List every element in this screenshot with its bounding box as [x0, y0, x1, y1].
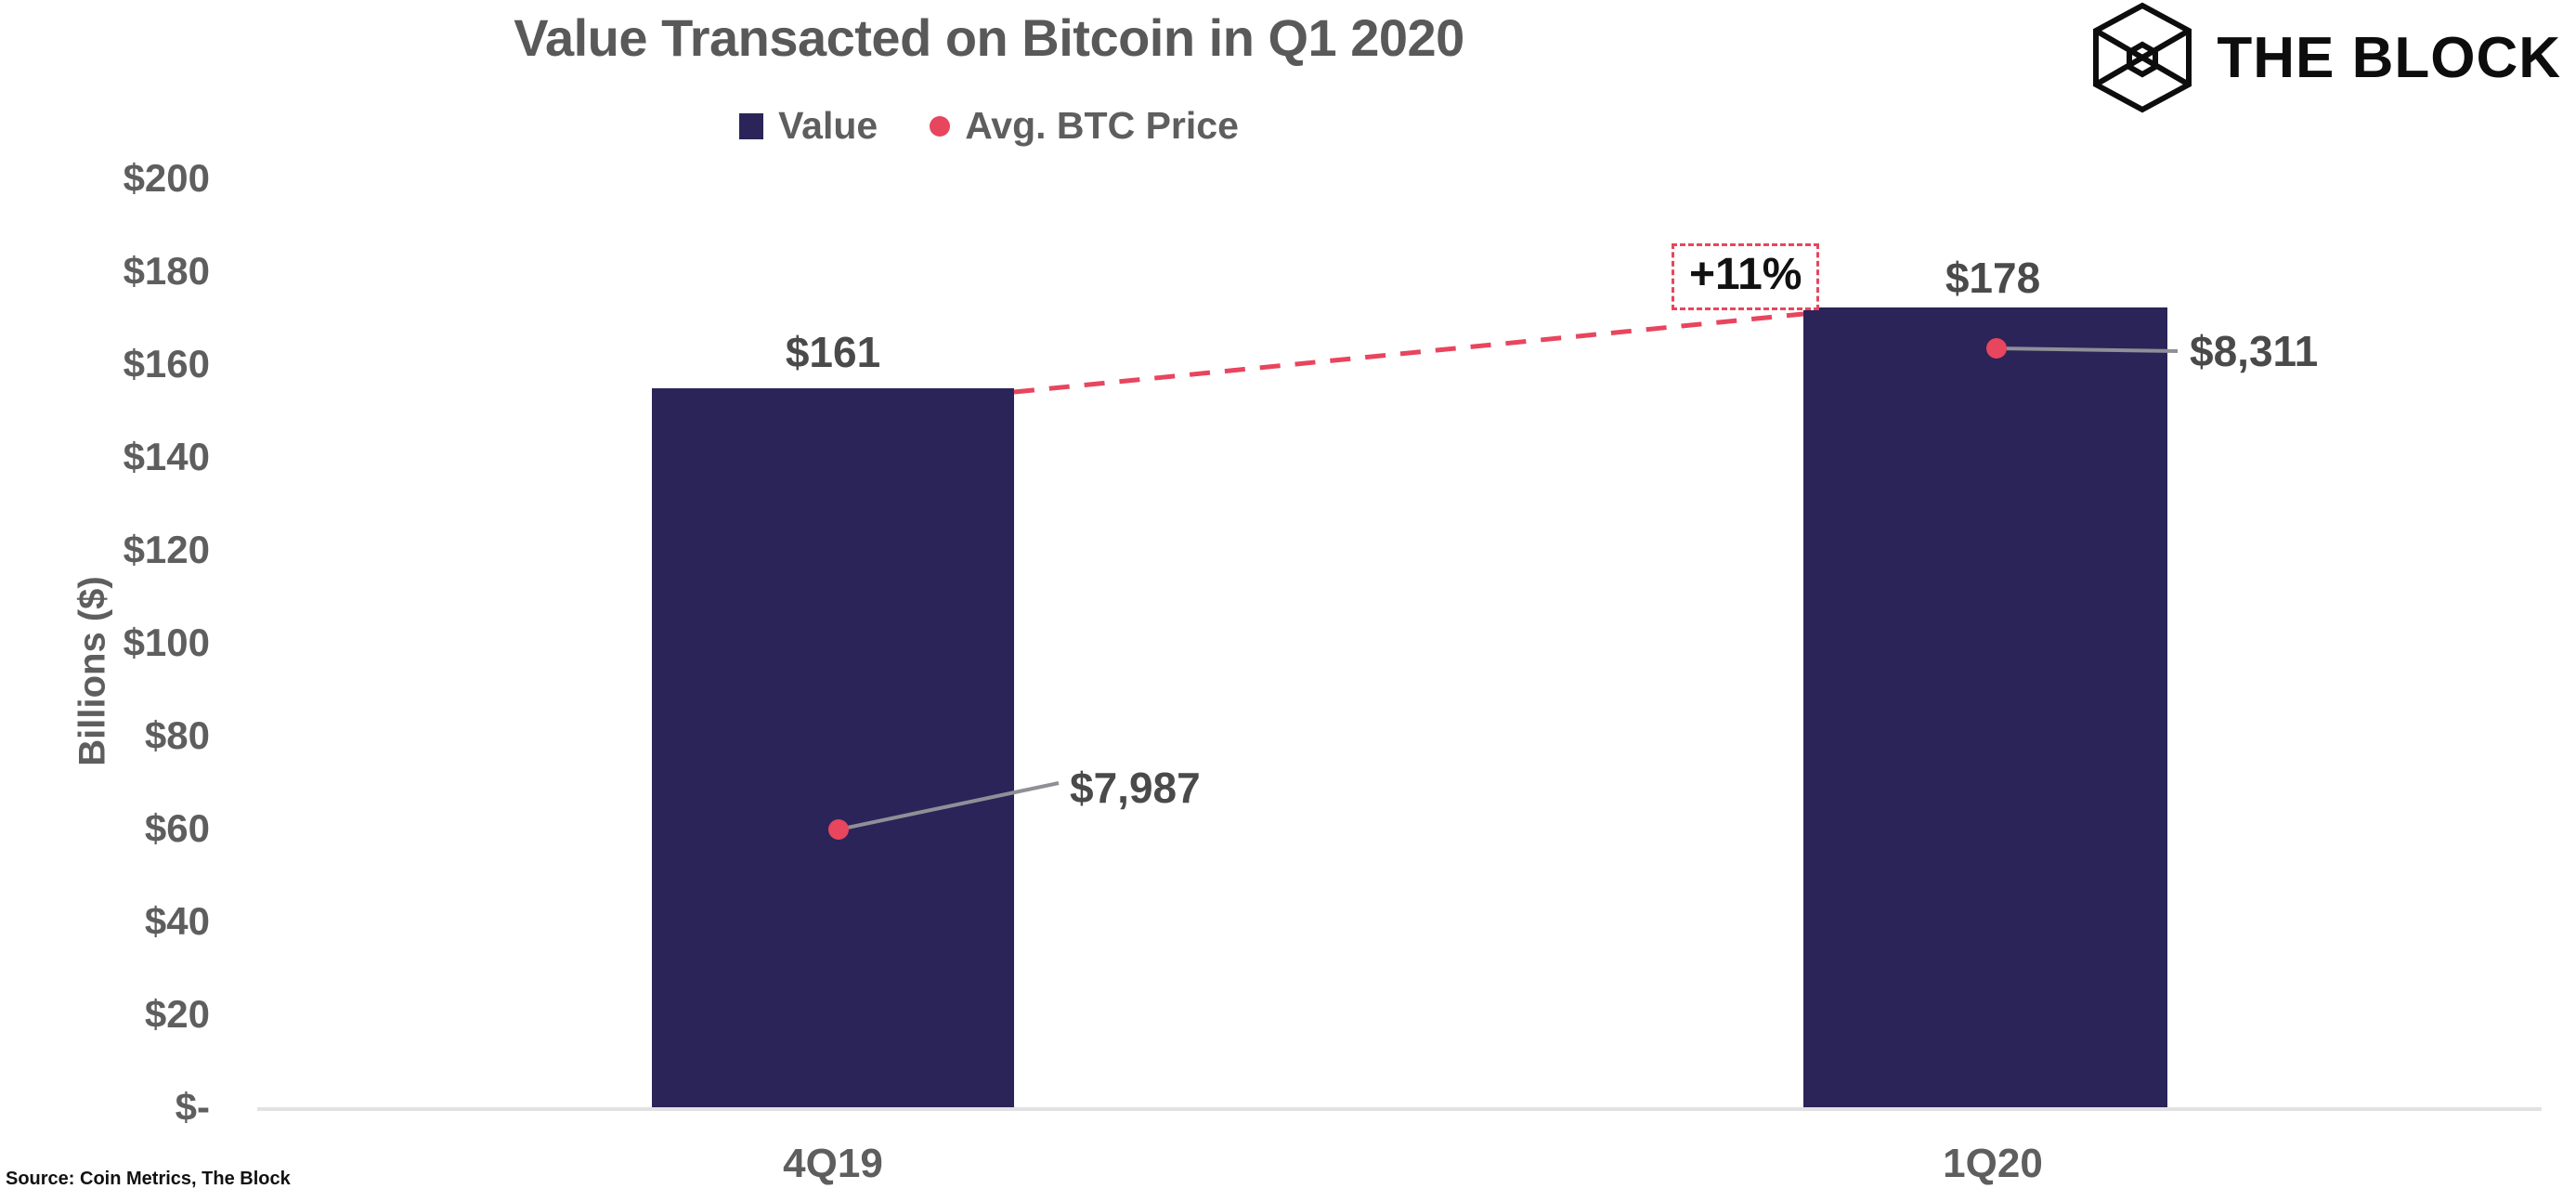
- y-tick-label-160: $160: [123, 342, 210, 385]
- bar-1q20[interactable]: [1803, 307, 2167, 1107]
- source-note: Source: Coin Metrics, The Block: [6, 1169, 291, 1189]
- legend-label-value: Value: [778, 104, 878, 147]
- x-axis-baseline: [257, 1107, 2542, 1111]
- bar-value-label-4q19: $161: [785, 328, 881, 376]
- page-title: Value Transacted on Bitcoin in Q1 2020: [514, 8, 1464, 67]
- y-tick-label-20: $20: [144, 992, 210, 1036]
- y-tick-label-40: $40: [144, 899, 210, 943]
- y-tick-label-80: $80: [144, 713, 210, 757]
- hexagon-cube-icon: [2093, 2, 2192, 113]
- y-axis-title: Billions ($): [72, 576, 113, 766]
- y-tick-label-0: $-: [175, 1085, 210, 1129]
- y-tick-label-140: $140: [123, 435, 210, 478]
- y-tick-label-200: $200: [123, 156, 210, 200]
- legend-label-avg-btc-price: Avg. BTC Price: [965, 104, 1239, 147]
- growth-connector-line: [1013, 311, 1804, 395]
- price-label-1q20: $8,311: [2190, 327, 2319, 375]
- bar-value-label-1q20: $178: [1945, 254, 2041, 302]
- legend-item-avg-btc-price[interactable]: Avg. BTC Price: [930, 104, 1239, 148]
- x-tick-label-1q20: 1Q20: [1943, 1141, 2043, 1186]
- growth-callout-badge: +11%: [1672, 243, 1820, 311]
- price-dot-1q20[interactable]: [1986, 338, 2007, 359]
- bar-4q19[interactable]: [652, 388, 1014, 1107]
- brand-logo: THE BLOCK: [2092, 2, 2561, 113]
- y-tick-label-60: $60: [144, 806, 210, 850]
- legend-square-swatch-icon: [739, 112, 764, 139]
- x-tick-label-4q19: 4Q19: [783, 1141, 883, 1186]
- y-tick-label-100: $100: [123, 621, 210, 664]
- chart-legend: Value Avg. BTC Price: [0, 104, 1978, 148]
- legend-dot-swatch-icon: [930, 115, 951, 137]
- brand-wordmark: THE BLOCK: [2217, 25, 2561, 90]
- legend-item-value[interactable]: Value: [739, 104, 878, 148]
- y-tick-label-120: $120: [123, 528, 210, 571]
- y-tick-label-180: $180: [123, 249, 210, 293]
- price-label-4q19: $7,987: [1070, 764, 1201, 812]
- price-dot-4q19[interactable]: [828, 819, 849, 840]
